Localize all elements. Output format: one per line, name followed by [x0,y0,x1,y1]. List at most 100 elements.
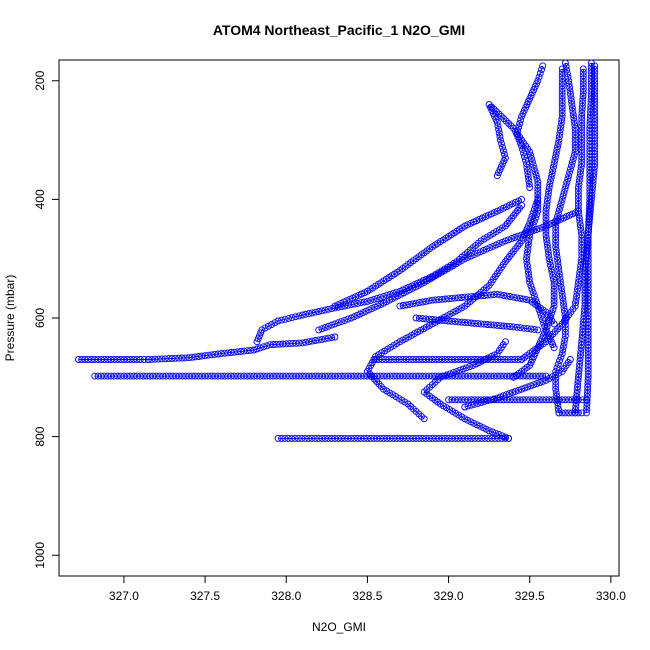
data-point [555,369,563,377]
data-point [576,170,584,178]
data-point [494,356,502,363]
data-point [488,103,496,111]
data-point [549,163,557,171]
data-point [534,204,542,212]
data-point [419,298,427,306]
data-point [510,293,517,301]
data-point [572,295,580,303]
data-point [292,372,300,380]
data-point [286,372,293,380]
data-point [321,434,329,442]
data-point [565,172,573,180]
y-axis: 200 400 600 800 1000 [33,70,60,569]
data-point [412,299,420,307]
data-point [571,121,579,129]
data-point [558,75,566,83]
data-point [367,296,375,304]
data-point [191,353,199,361]
data-point [107,356,115,363]
data-point [480,292,488,299]
data-point [550,289,558,297]
data-point [428,316,436,323]
data-point [337,434,345,442]
data-point [473,249,481,257]
data-point [534,181,542,189]
data-point [554,402,562,410]
data-point [578,156,586,164]
data-point [315,434,323,442]
data-point [497,112,505,120]
data-point [548,170,556,178]
data-point [530,381,538,389]
data-point [318,325,326,333]
data-series [144,333,339,363]
data-point [587,199,595,207]
data-point [521,153,528,161]
data-point [441,317,449,325]
data-point [558,95,566,103]
data-point [561,409,569,417]
data-point [506,323,514,331]
data-point [548,373,556,381]
data-point [461,318,469,326]
x-tick-label: 329.5 [515,589,545,603]
data-point [182,372,190,380]
data-point [560,343,567,350]
data-series [571,62,599,417]
x-tick-label: 330.0 [596,589,626,603]
data-point [144,356,152,363]
data-point [136,372,144,380]
data-point [579,92,587,100]
data-point [590,173,597,181]
data-point [560,304,568,312]
data-point [419,434,427,442]
data-point [383,434,391,442]
data-point [298,434,306,442]
data-point [542,207,550,215]
data-point [578,102,586,110]
data-point [578,153,586,161]
data-point [557,119,565,127]
data-series [372,356,526,363]
data-point [506,293,514,301]
data-point [451,356,459,363]
x-tick-label: 328.0 [271,589,301,603]
data-point [523,325,531,333]
data-point [396,302,404,310]
data-point [579,75,587,83]
data-point [550,160,558,168]
data-point [445,396,453,404]
data-point [281,434,289,442]
data-point [279,372,287,380]
data-point [572,402,580,410]
data-point [571,148,579,156]
data-point [518,385,526,393]
data-point [542,231,550,239]
data-point [534,201,542,209]
data-point [558,112,566,120]
data-point [577,262,585,269]
data-point [589,179,597,187]
data-point [523,255,530,263]
data-point [510,323,517,331]
data-point [577,258,585,266]
data-point [568,162,575,169]
data-point [571,128,579,136]
data-point [392,356,400,363]
data-point [578,335,586,342]
data-point [585,218,593,226]
data-point [578,140,586,147]
data-point [382,356,390,363]
data-point [406,300,414,308]
data-point [415,299,423,307]
data-point [415,434,423,442]
data-series [420,338,513,442]
data-point [548,268,556,276]
data-point [91,372,99,380]
data-point [574,190,582,198]
data-point [341,372,349,380]
data-point [549,306,557,313]
data-point [561,328,569,336]
data-point [579,318,587,326]
data-point [467,356,475,363]
